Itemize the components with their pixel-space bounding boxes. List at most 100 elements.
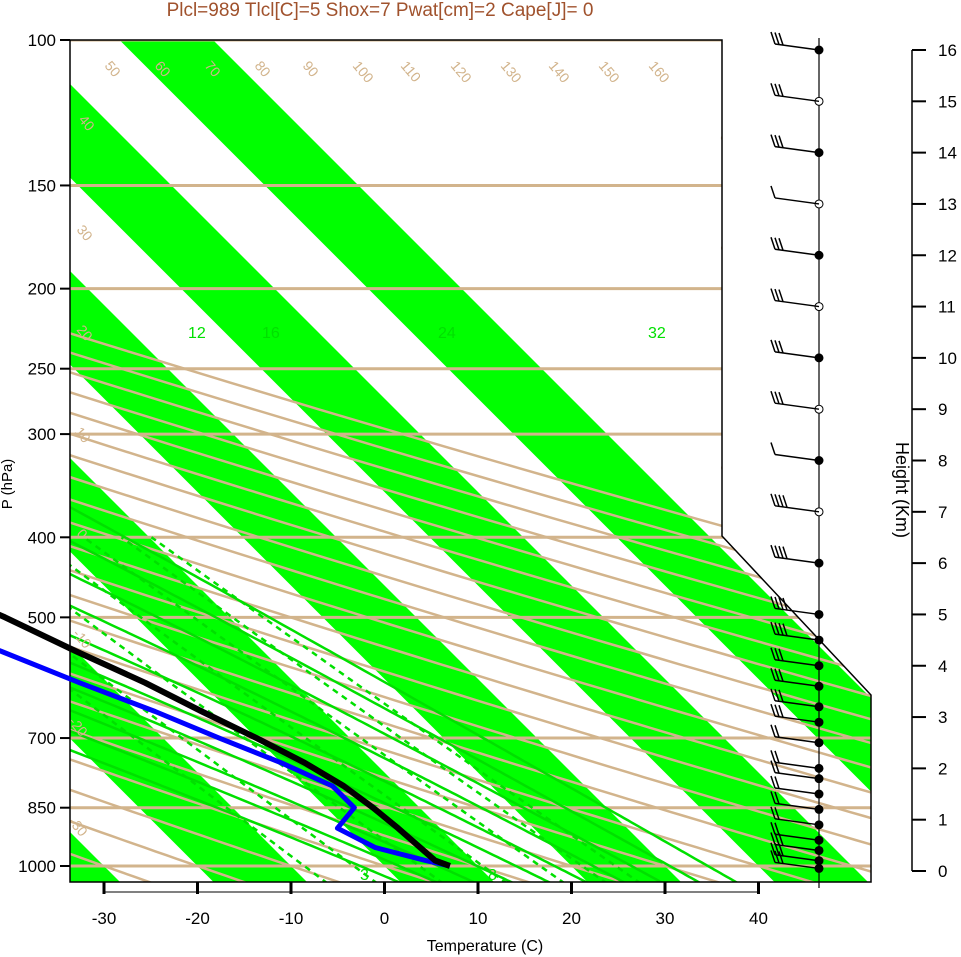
moist-adiabat — [70, 337, 440, 882]
wind-barb-shaft — [774, 299, 820, 308]
wind-barb-feather — [778, 669, 784, 682]
dry-adiabat — [70, 40, 871, 882]
dry-adiabat-label: 100 — [350, 58, 377, 86]
dry-adiabat-label: 90 — [300, 58, 322, 80]
wind-barb-shaft — [774, 453, 820, 462]
moist-adiabat-label: 32 — [648, 325, 666, 342]
wind-barb-feather — [778, 851, 784, 864]
wind-barb-feather — [774, 668, 780, 682]
height-tick-label: 5 — [938, 605, 947, 624]
wind-barb-feather — [774, 237, 780, 250]
pressure-tick-label: 500 — [28, 608, 56, 627]
mixing-ratio-line — [70, 536, 329, 882]
moist-adiabat — [70, 337, 478, 882]
height-tick-label: 15 — [938, 92, 957, 111]
dry-adiabat-label: 110 — [398, 58, 425, 86]
dry-adiabat — [70, 40, 871, 882]
isotherm-band — [70, 40, 309, 882]
wind-barb-shaft — [774, 145, 820, 154]
moist-adiabat — [70, 337, 627, 882]
isotherm-band — [70, 40, 870, 882]
wind-barb-shaft — [774, 505, 820, 513]
wind-barb-feather — [778, 340, 784, 354]
wind-barb-feather — [774, 622, 780, 635]
wind-barb-feather — [778, 391, 784, 405]
isotherm-label: 0 — [717, 459, 739, 481]
dry-adiabat-label: 80 — [252, 58, 274, 80]
wind-barb-feather — [774, 596, 780, 610]
pressure-tick-label: 250 — [28, 360, 56, 379]
mixing-ratio-line — [82, 536, 566, 882]
mixing-ratio-line — [70, 536, 445, 882]
wind-barb-shaft — [774, 787, 820, 795]
wind-barb-feather — [774, 494, 780, 507]
height-tick-label: 3 — [938, 708, 947, 727]
x-tick-label: -10 — [279, 909, 304, 928]
dry-adiabat — [70, 40, 249, 882]
wind-barb-feather — [770, 647, 776, 660]
wind-barb-feather — [774, 776, 780, 789]
wind-barb-feather — [778, 494, 784, 508]
plot-area: 50 60 70 80 90 100 110 120 130 140 150 160403020100… — [70, 40, 871, 882]
mixing-ratio-line — [70, 536, 508, 882]
pressure-tick-label: 400 — [28, 528, 56, 547]
wind-barb-feather — [782, 623, 788, 636]
pressure-tick-label: 1000 — [18, 857, 56, 876]
height-tick-label: 12 — [938, 246, 957, 265]
wind-barb-feather — [770, 288, 776, 301]
height-tick-label: 0 — [938, 862, 947, 881]
wind-barb-feather — [774, 340, 780, 353]
wind-barbs — [770, 31, 824, 888]
wind-barb-feather — [782, 597, 788, 611]
height-axis-label: Height (Km) — [892, 442, 912, 538]
wind-barb-feather — [770, 750, 776, 763]
wind-barb-feather — [778, 545, 784, 559]
wind-barb-feather — [770, 842, 776, 855]
mixing-ratio-line — [70, 536, 379, 882]
wind-barb-feather — [774, 545, 780, 558]
dry-adiabat — [70, 40, 871, 882]
x-tick-label: 0 — [380, 909, 389, 928]
dry-adiabat — [70, 40, 723, 882]
x-axis-label: Temperature (C) — [427, 938, 543, 955]
dry-adiabat-label: 50 — [102, 58, 124, 80]
temperature-profile — [0, 611, 451, 869]
dry-adiabat-label: 140 — [546, 58, 573, 86]
wind-barb-feather — [774, 807, 780, 820]
isotherm-band — [119, 40, 871, 882]
wind-barb-shaft — [774, 197, 820, 205]
pressure-tick-label: 150 — [28, 176, 56, 195]
wind-barb-feather — [774, 391, 780, 404]
dry-adiabat — [70, 40, 871, 882]
moist-adiabat — [70, 337, 553, 882]
wind-barb-feather — [770, 850, 776, 863]
y-axis-label: P (hPa) — [0, 459, 16, 510]
height-tick-label: 13 — [938, 195, 957, 214]
height-tick-label: 1 — [938, 811, 947, 830]
wind-barb-feather — [774, 791, 780, 805]
wind-barb-feather — [770, 760, 776, 773]
x-tick-label: -30 — [92, 909, 117, 928]
dry-adiabat-label: 130 — [498, 58, 525, 86]
dry-adiabat — [70, 40, 871, 882]
wind-barb-feather — [778, 135, 784, 148]
pressure-tick-label: 700 — [28, 729, 56, 748]
moist-adiabat-label: 16 — [262, 325, 280, 342]
height-tick-label: 6 — [938, 554, 947, 573]
wind-barb-shaft — [774, 351, 820, 359]
wind-barb-feather — [770, 339, 776, 353]
axes: Temperature (C) P (hPa) Height (Km) -30 -… — [0, 31, 957, 955]
dry-adiabat-label: 120 — [448, 58, 475, 86]
wind-barb-feather — [770, 668, 776, 681]
dry-adiabat — [70, 40, 871, 882]
dry-adiabat — [70, 40, 871, 882]
moist-adiabat — [70, 337, 702, 882]
wind-barb-shaft — [774, 402, 820, 410]
wind-barb-feather — [770, 791, 776, 804]
wind-barb-feather — [770, 390, 776, 404]
wind-barb-feather — [770, 237, 776, 250]
wind-barb-feather — [770, 806, 776, 820]
wind-barb-shaft — [774, 556, 820, 564]
isotherm-band — [70, 40, 683, 882]
